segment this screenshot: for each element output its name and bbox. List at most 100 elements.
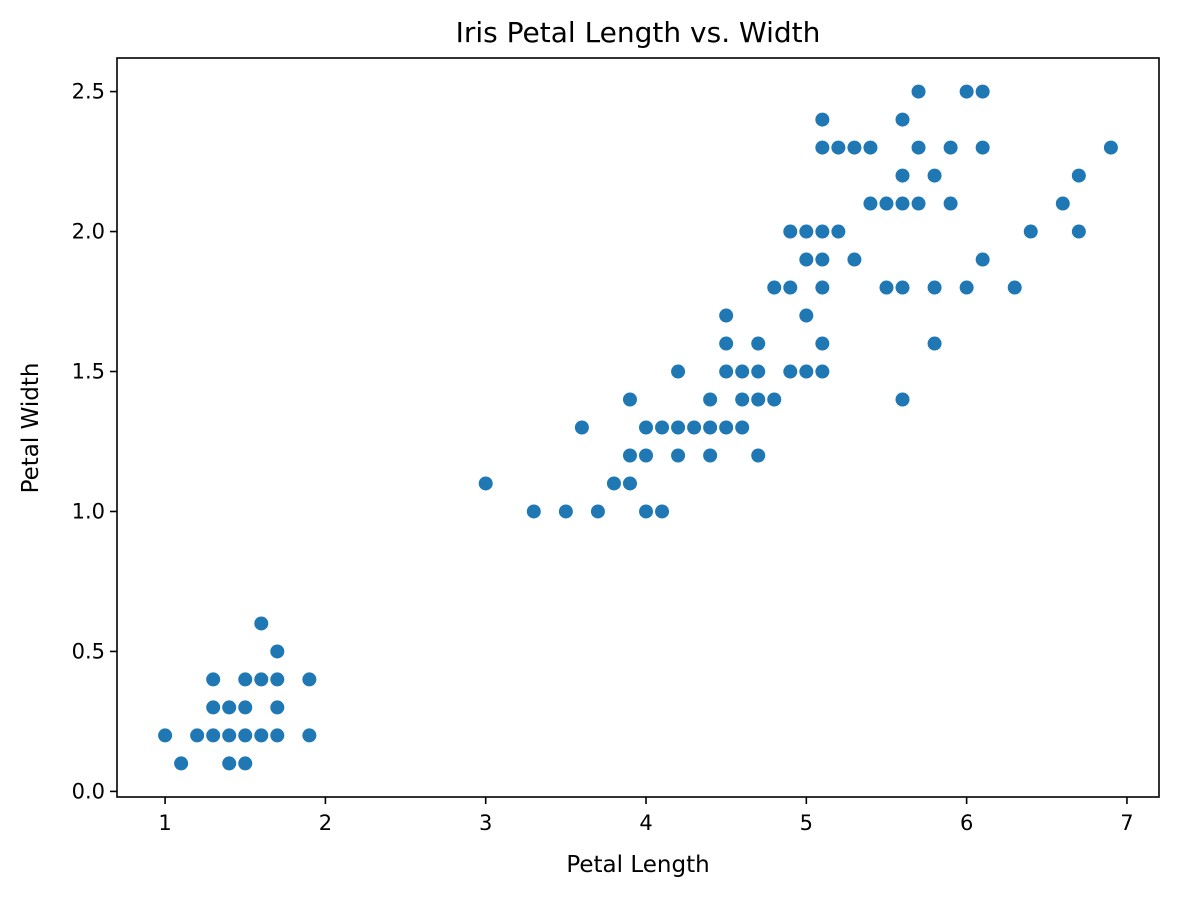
scatter-point	[606, 476, 621, 491]
scatter-point	[719, 420, 734, 435]
scatter-point	[815, 224, 830, 239]
x-tick-label: 2	[319, 811, 332, 835]
scatter-point	[831, 224, 846, 239]
scatter-point	[927, 168, 942, 183]
scatter-point	[254, 728, 269, 743]
scatter-point	[703, 420, 718, 435]
scatter-point	[767, 392, 782, 407]
scatter-point	[975, 140, 990, 155]
scatter-point	[1071, 224, 1086, 239]
scatter-point	[735, 420, 750, 435]
plot-area-frame	[116, 57, 1160, 798]
scatter-point	[751, 392, 766, 407]
scatter-point	[847, 252, 862, 267]
scatter-point	[799, 224, 814, 239]
scatter-point	[911, 196, 926, 211]
scatter-point	[206, 672, 221, 687]
scatter-point	[270, 644, 285, 659]
chart-title: Iris Petal Length vs. Width	[456, 16, 821, 49]
scatter-point	[783, 224, 798, 239]
scatter-point	[719, 336, 734, 351]
scatter-point	[815, 140, 830, 155]
x-tick-label: 5	[800, 811, 813, 835]
scatter-point	[943, 196, 958, 211]
scatter-point	[895, 280, 910, 295]
scatter-point	[254, 616, 269, 631]
scatter-point	[254, 672, 269, 687]
scatter-point	[751, 364, 766, 379]
scatter-point	[799, 308, 814, 323]
scatter-point	[574, 420, 589, 435]
scatter-point	[783, 364, 798, 379]
scatter-point	[815, 252, 830, 267]
scatter-point	[895, 196, 910, 211]
y-axis-label: Petal Width	[18, 363, 44, 494]
scatter-point	[270, 700, 285, 715]
scatter-point	[767, 280, 782, 295]
scatter-point	[238, 728, 253, 743]
scatter-point	[847, 140, 862, 155]
scatter-point	[751, 448, 766, 463]
y-tick-label: 2.0	[72, 220, 105, 244]
y-tick-label: 1.0	[72, 499, 105, 523]
scatter-point	[590, 504, 605, 519]
scatter-point	[238, 672, 253, 687]
scatter-point	[815, 336, 830, 351]
scatter-point	[975, 84, 990, 99]
scatter-point	[158, 728, 173, 743]
scatter-point	[174, 756, 189, 771]
scatter-point	[1071, 168, 1086, 183]
scatter-point	[238, 756, 253, 771]
scatter-point	[190, 728, 205, 743]
scatter-point	[222, 700, 237, 715]
scatter-point	[238, 700, 253, 715]
x-axis-label: Petal Length	[566, 852, 709, 878]
scatter-point	[622, 392, 637, 407]
scatter-point	[735, 364, 750, 379]
scatter-point	[815, 112, 830, 127]
scatter-point	[222, 728, 237, 743]
x-tick-label: 7	[1120, 811, 1133, 835]
scatter-point	[1055, 196, 1070, 211]
scatter-point	[831, 140, 846, 155]
scatter-point	[799, 364, 814, 379]
scatter-point	[302, 672, 317, 687]
x-tick-label: 3	[479, 811, 492, 835]
y-tick-label: 1.5	[72, 360, 105, 384]
scatter-point	[639, 448, 654, 463]
scatter-point	[751, 336, 766, 351]
scatter-point	[719, 364, 734, 379]
scatter-point	[975, 252, 990, 267]
scatter-point	[783, 280, 798, 295]
scatter-point	[222, 756, 237, 771]
y-tick-label: 0.0	[72, 779, 105, 803]
y-tick-label: 0.5	[72, 639, 105, 663]
scatter-point	[799, 252, 814, 267]
scatter-point	[879, 280, 894, 295]
x-tick-label: 6	[960, 811, 973, 835]
scatter-point	[671, 364, 686, 379]
x-tick-label: 1	[158, 811, 171, 835]
data-points	[158, 84, 1118, 771]
scatter-point	[206, 700, 221, 715]
scatter-point	[863, 140, 878, 155]
scatter-point	[639, 420, 654, 435]
scatter-point	[895, 112, 910, 127]
scatter-point	[735, 392, 750, 407]
scatter-point	[959, 280, 974, 295]
scatter-point	[895, 168, 910, 183]
x-tick-label: 4	[639, 811, 652, 835]
scatter-point	[1023, 224, 1038, 239]
scatter-point	[270, 728, 285, 743]
scatter-point	[1007, 280, 1022, 295]
scatter-point	[863, 196, 878, 211]
scatter-point	[1103, 140, 1118, 155]
scatter-point	[655, 420, 670, 435]
axis-ticks: 1 2 3 4 5 6 7 0.0 0.5 1.0 1.5 2.0 2.5	[72, 80, 1134, 835]
scatter-point	[911, 84, 926, 99]
scatter-point	[622, 448, 637, 463]
scatter-point	[959, 84, 974, 99]
scatter-point	[815, 280, 830, 295]
scatter-point	[671, 420, 686, 435]
